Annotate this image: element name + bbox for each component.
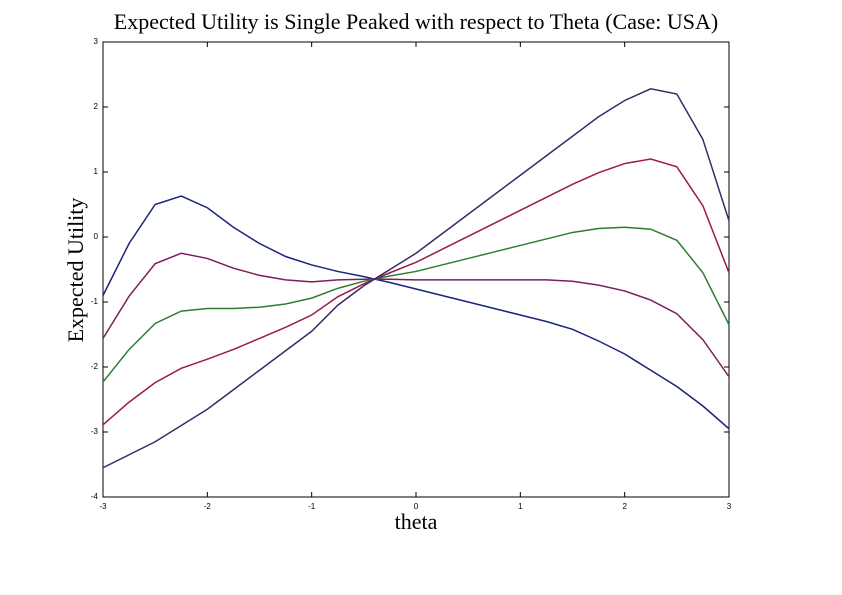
y-tick-label: -3	[91, 427, 99, 436]
x-tick-label: 3	[727, 502, 732, 511]
y-tick-label: -2	[91, 362, 99, 371]
data-line	[102, 252, 730, 378]
data-line	[102, 195, 730, 430]
x-tick-label: -2	[204, 502, 212, 511]
plot-frame	[102, 41, 730, 498]
y-axis-label: Expected Utility	[63, 198, 88, 343]
data-line	[102, 226, 730, 383]
x-axis-label: theta	[395, 509, 438, 534]
y-tick-label: -4	[91, 492, 99, 501]
x-tick-label: -3	[99, 502, 107, 511]
x-tick-label: -1	[308, 502, 316, 511]
data-line	[102, 158, 730, 426]
y-tick-label: 0	[94, 232, 99, 241]
y-tick-label: 3	[94, 37, 99, 46]
x-tick-label: 2	[622, 502, 627, 511]
chart-title: Expected Utility is Single Peaked with r…	[114, 9, 718, 34]
y-tick-label: -1	[91, 297, 99, 306]
y-tick-label: 1	[94, 167, 99, 176]
x-tick-label: 1	[518, 502, 523, 511]
y-tick-label: 2	[94, 102, 99, 111]
data-line	[102, 88, 730, 469]
x-tick-label: 0	[414, 502, 419, 511]
